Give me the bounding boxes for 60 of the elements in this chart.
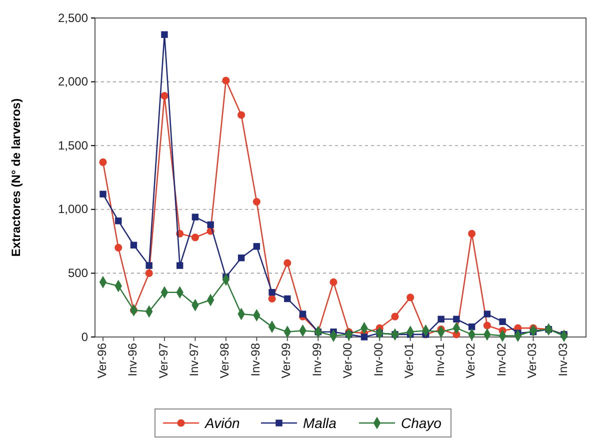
x-tick-label: Inv-99	[310, 342, 324, 376]
point	[160, 92, 168, 100]
point	[146, 262, 152, 269]
point	[207, 221, 214, 228]
point	[330, 278, 338, 286]
y-tick-label: 500	[68, 266, 88, 280]
point	[114, 244, 122, 252]
x-tick-label: Ver-00	[340, 342, 355, 378]
point	[222, 76, 230, 84]
point	[130, 242, 138, 248]
point	[484, 310, 491, 318]
y-tick-label: 2,500	[58, 10, 88, 25]
x-tick-label: Inv-98	[248, 342, 262, 376]
point	[453, 316, 460, 322]
point	[499, 318, 506, 326]
point	[176, 262, 184, 269]
x-tick-label: Ver-98	[218, 342, 232, 378]
x-tick-label: Ver-96	[94, 342, 109, 378]
point	[360, 334, 368, 340]
x-tick-label: Ver-02	[464, 342, 478, 378]
point	[145, 269, 153, 277]
x-tick-label: Ver-01	[402, 342, 416, 378]
point	[438, 316, 444, 322]
legend-label: Malla	[303, 415, 337, 431]
point	[406, 294, 414, 302]
point	[161, 31, 168, 38]
y-tick-label: 0	[81, 330, 88, 344]
point	[268, 294, 276, 302]
x-tick-label: Inv-02	[494, 342, 508, 376]
x-tick-label: Inv-97	[187, 342, 201, 376]
point	[238, 111, 246, 119]
legend-label: Avión	[204, 415, 240, 431]
point	[299, 310, 306, 318]
point	[115, 218, 122, 224]
point	[100, 190, 106, 198]
y-axis-title: Extractores (N° de larveros)	[9, 98, 23, 257]
x-tick-label: Ver-99	[279, 342, 294, 378]
point	[284, 295, 291, 302]
x-tick-label: Ver-03	[525, 342, 540, 378]
legend-label: Chayo	[401, 415, 442, 431]
point	[468, 230, 476, 238]
point	[253, 243, 260, 250]
x-tick-label: Inv-00	[371, 342, 386, 376]
point	[468, 323, 476, 330]
x-tick-label: Inv-03	[556, 342, 570, 376]
point	[99, 158, 107, 166]
point	[252, 198, 260, 206]
y-tick-label: 2,000	[58, 74, 88, 89]
x-tick-label: Inv-96	[126, 342, 140, 376]
point	[192, 214, 199, 220]
point	[238, 254, 245, 262]
point	[268, 288, 276, 296]
y-tick-label: 1,000	[58, 202, 88, 216]
point	[284, 259, 292, 267]
x-tick-label: Ver-97	[156, 342, 170, 378]
x-tick-label: Inv-01	[432, 342, 447, 376]
y-tick-label: 1,500	[58, 138, 88, 152]
point	[391, 312, 399, 320]
point	[483, 322, 491, 330]
point	[191, 234, 199, 242]
